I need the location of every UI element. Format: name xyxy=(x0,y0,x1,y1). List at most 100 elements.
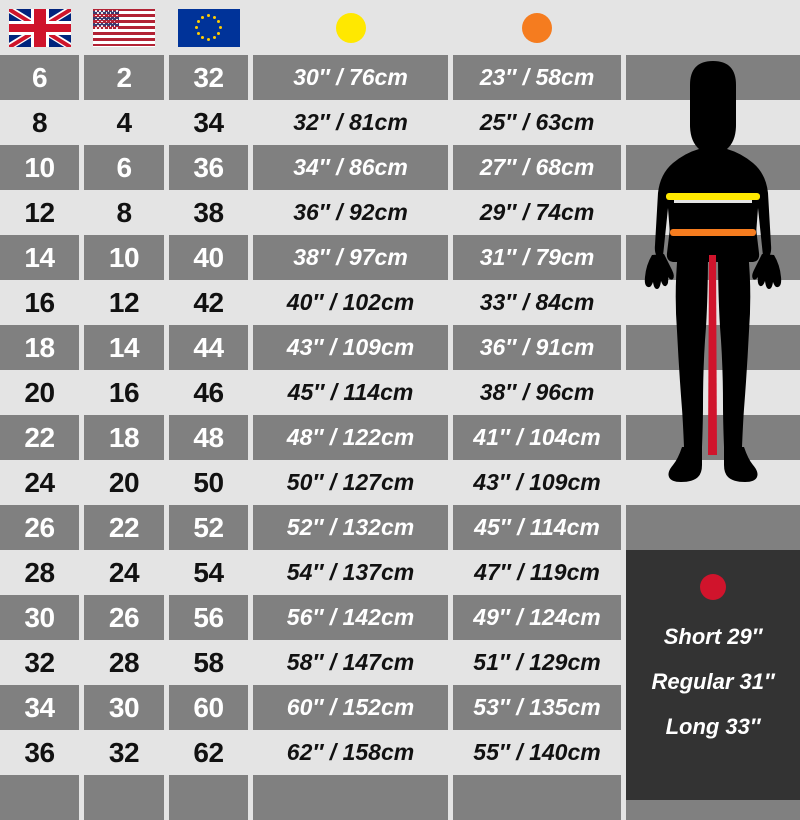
footer-cell xyxy=(0,775,79,820)
cell-uk: 28 xyxy=(0,550,79,595)
header-cell-figure xyxy=(626,0,800,55)
cell-bust: 36″ / 92cm xyxy=(253,190,448,235)
cell-bust: 45″ / 114cm xyxy=(253,370,448,415)
inseam-legend: Short 29″ Regular 31″ Long 33″ xyxy=(626,550,800,800)
cell-bust: 54″ / 137cm xyxy=(253,550,448,595)
cell-waist: 47″ / 119cm xyxy=(453,550,621,595)
cell-eu: 42 xyxy=(169,280,248,325)
header-cell-bust xyxy=(253,0,448,55)
cell-uk: 22 xyxy=(0,415,79,460)
cell-us: 18 xyxy=(84,415,164,460)
cell-us: 16 xyxy=(84,370,164,415)
cell-us: 10 xyxy=(84,235,164,280)
footer-cell xyxy=(84,775,164,820)
cell-us: 14 xyxy=(84,325,164,370)
cell-waist: 25″ / 63cm xyxy=(453,100,621,145)
cell-waist: 38″ / 96cm xyxy=(453,370,621,415)
table-row: 30 26 56 56″ / 142cm 49″ / 124cm xyxy=(0,595,800,640)
table-row: 36 32 62 62″ / 158cm 55″ / 140cm xyxy=(0,730,800,775)
cell-uk: 16 xyxy=(0,280,79,325)
cell-uk: 30 xyxy=(0,595,79,640)
cell-us: 8 xyxy=(84,190,164,235)
footer-cell xyxy=(253,775,448,820)
cell-eu: 38 xyxy=(169,190,248,235)
legend-line-long: Long 33″ xyxy=(665,714,761,739)
cell-eu: 48 xyxy=(169,415,248,460)
header-cell-eu xyxy=(169,0,248,55)
us-flag-icon xyxy=(93,8,155,47)
cell-uk: 10 xyxy=(0,145,79,190)
table-row: 8 4 34 32″ / 81cm 25″ / 63cm xyxy=(0,100,800,145)
orange-circle-icon xyxy=(522,12,552,43)
table-row: 26 22 52 52″ / 132cm 45″ / 114cm xyxy=(0,505,800,550)
cell-us: 12 xyxy=(84,280,164,325)
cell-waist: 55″ / 140cm xyxy=(453,730,621,775)
cell-uk: 36 xyxy=(0,730,79,775)
female-silhouette xyxy=(644,61,782,482)
bust-measure-line xyxy=(666,193,760,200)
cell-eu: 40 xyxy=(169,235,248,280)
cell-eu: 60 xyxy=(169,685,248,730)
cell-bust: 62″ / 158cm xyxy=(253,730,448,775)
cell-eu: 62 xyxy=(169,730,248,775)
footer-cell xyxy=(453,775,621,820)
table-row: 14 10 40 38″ / 97cm 31″ / 79cm xyxy=(0,235,800,280)
cell-us: 6 xyxy=(84,145,164,190)
yellow-circle-icon xyxy=(335,12,366,43)
cell-us: 20 xyxy=(84,460,164,505)
cell-bust: 58″ / 147cm xyxy=(253,640,448,685)
legend-line-short: Short 29″ xyxy=(663,624,763,649)
cell-waist: 36″ / 91cm xyxy=(453,325,621,370)
cell-bust: 34″ / 86cm xyxy=(253,145,448,190)
inseam-measure-line xyxy=(708,255,717,455)
cell-uk: 18 xyxy=(0,325,79,370)
cell-bust: 50″ / 127cm xyxy=(253,460,448,505)
cell-us: 26 xyxy=(84,595,164,640)
waist-measure-line xyxy=(670,229,756,236)
cell-bust: 48″ / 122cm xyxy=(253,415,448,460)
cell-bust: 56″ / 142cm xyxy=(253,595,448,640)
cell-us: 30 xyxy=(84,685,164,730)
cell-uk: 6 xyxy=(0,55,79,100)
cell-eu: 50 xyxy=(169,460,248,505)
cell-uk: 20 xyxy=(0,370,79,415)
cell-waist: 49″ / 124cm xyxy=(453,595,621,640)
red-circle-icon xyxy=(700,574,726,600)
cell-waist: 51″ / 129cm xyxy=(453,640,621,685)
cell-waist: 23″ / 58cm xyxy=(453,55,621,100)
cell-waist: 43″ / 109cm xyxy=(453,460,621,505)
cell-eu: 34 xyxy=(169,100,248,145)
cell-us: 2 xyxy=(84,55,164,100)
header-cell-uk xyxy=(0,0,79,55)
cell-bust: 43″ / 109cm xyxy=(253,325,448,370)
table-row: 10 6 36 34″ / 86cm 27″ / 68cm xyxy=(0,145,800,190)
cell-bust: 30″ / 76cm xyxy=(253,55,448,100)
uk-flag-icon xyxy=(8,8,71,47)
cell-eu: 46 xyxy=(169,370,248,415)
cell-bust: 40″ / 102cm xyxy=(253,280,448,325)
cell-us: 32 xyxy=(84,730,164,775)
cell-eu: 36 xyxy=(169,145,248,190)
cell-uk: 26 xyxy=(0,505,79,550)
cell-uk: 34 xyxy=(0,685,79,730)
cell-bust: 60″ / 152cm xyxy=(253,685,448,730)
cell-waist: 33″ / 84cm xyxy=(453,280,621,325)
cell-eu: 58 xyxy=(169,640,248,685)
cell-bust: 32″ / 81cm xyxy=(253,100,448,145)
cell-uk: 24 xyxy=(0,460,79,505)
eu-flag-icon xyxy=(177,8,240,47)
cell-waist: 45″ / 114cm xyxy=(453,505,621,550)
cell-waist: 41″ / 104cm xyxy=(453,415,621,460)
cell-waist: 31″ / 79cm xyxy=(453,235,621,280)
cell-bust: 52″ / 132cm xyxy=(253,505,448,550)
table-row: 18 14 44 43″ / 109cm 36″ / 91cm xyxy=(0,325,800,370)
cell-uk: 12 xyxy=(0,190,79,235)
cell-us: 24 xyxy=(84,550,164,595)
header-cell-waist xyxy=(453,0,621,55)
cell-us: 22 xyxy=(84,505,164,550)
chart-header xyxy=(0,0,800,55)
table-row: 16 12 42 40″ / 102cm 33″ / 84cm xyxy=(0,280,800,325)
cell-us: 28 xyxy=(84,640,164,685)
cell-eu: 56 xyxy=(169,595,248,640)
model-figure-panel xyxy=(626,55,800,550)
